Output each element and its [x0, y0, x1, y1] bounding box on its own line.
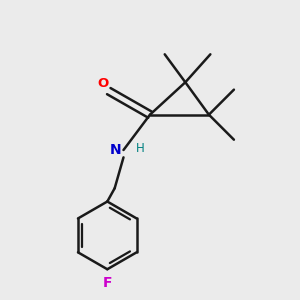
Text: O: O — [98, 76, 109, 90]
Text: F: F — [103, 276, 112, 290]
Text: N: N — [110, 143, 121, 157]
Text: H: H — [136, 142, 145, 155]
